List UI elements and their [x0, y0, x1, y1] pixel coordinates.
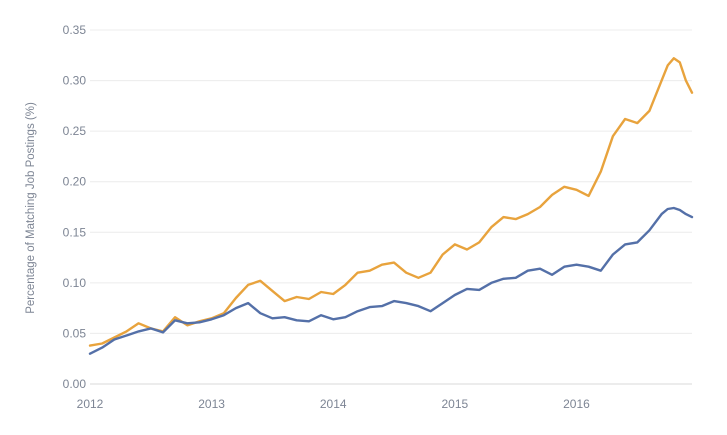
x-tick-label: 2015: [441, 397, 468, 411]
y-tick-label: 0.15: [63, 225, 87, 239]
gridlines: [90, 29, 692, 385]
series-lines: [88, 57, 694, 355]
y-tick-label: 0.35: [63, 23, 87, 37]
y-axis-title: Percentage of Matching Job Postings (%): [25, 102, 37, 314]
x-tick-label: 2013: [198, 397, 225, 411]
y-tick-label: 0.10: [63, 276, 87, 290]
y-tick-label: 0.30: [63, 74, 87, 88]
y-tick-label: 0.25: [63, 124, 87, 138]
x-tick-label: 2014: [320, 397, 347, 411]
x-tick-label: 2016: [563, 397, 590, 411]
x-tick-label: 2012: [77, 397, 104, 411]
y-axis-ticks: 0.00 0.05 0.10 0.15 0.20 0.25 0.30 0.35: [63, 23, 87, 391]
y-tick-label: 0.05: [63, 326, 87, 340]
x-axis-ticks: 2012 2013 2014 2015 2016: [77, 397, 590, 411]
series-line-2: [88, 206, 694, 355]
y-tick-label: 0.00: [63, 377, 87, 391]
y-tick-label: 0.20: [63, 175, 87, 189]
